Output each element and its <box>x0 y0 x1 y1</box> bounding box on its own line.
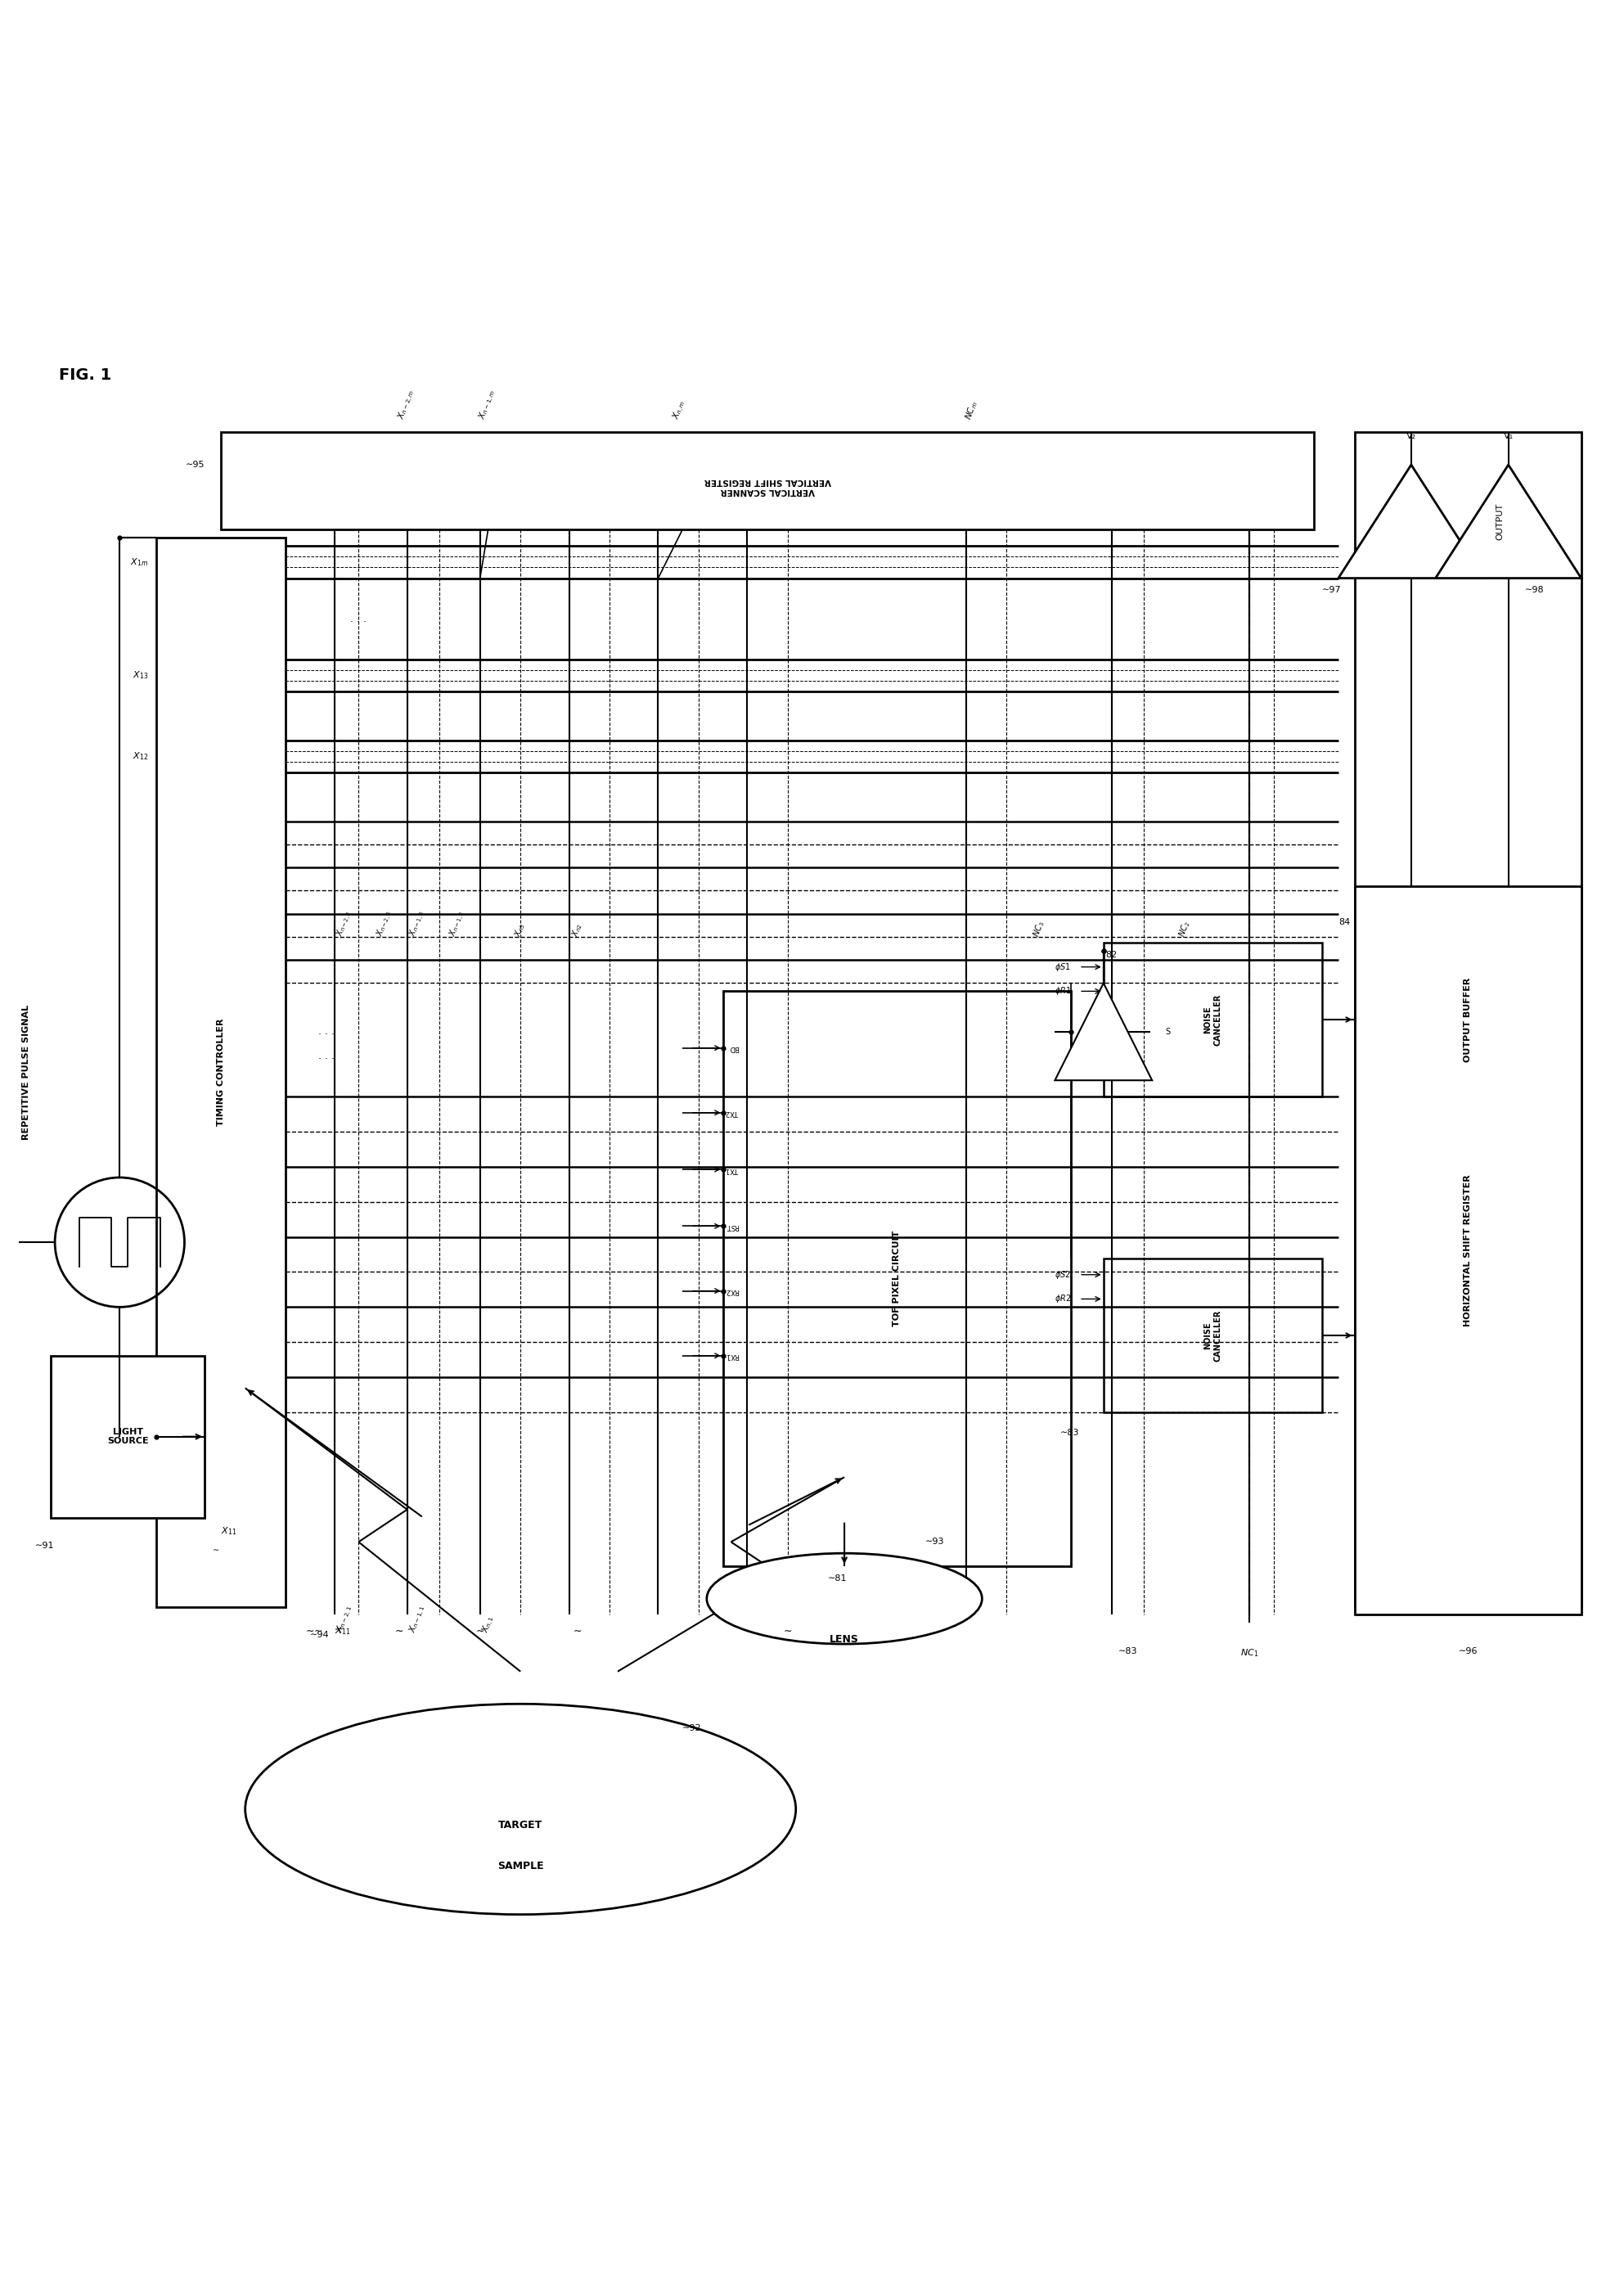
Text: OUTPUT BUFFER: OUTPUT BUFFER <box>1463 978 1471 1062</box>
Text: ∼81: ∼81 <box>828 1574 848 1583</box>
Polygon shape <box>1436 464 1582 578</box>
Text: ∼96: ∼96 <box>1458 1646 1478 1655</box>
Text: $X_{12}$: $X_{12}$ <box>132 750 148 762</box>
Text: $X_{11}$: $X_{11}$ <box>221 1526 237 1537</box>
Text: $\phi R2$: $\phi R2$ <box>1054 1294 1072 1305</box>
Text: NOISE
CANCELLER: NOISE CANCELLER <box>1203 994 1221 1046</box>
Bar <box>1354 432 1582 1608</box>
Text: $X_{n-1,2}$: $X_{n-1,2}$ <box>448 910 468 939</box>
Text: . . .: . . . <box>351 614 367 623</box>
Text: TX1: TX1 <box>726 1167 739 1173</box>
Text: ∼91: ∼91 <box>34 1542 54 1551</box>
Text: ∼94: ∼94 <box>310 1630 330 1640</box>
Text: TARGET: TARGET <box>499 1819 542 1831</box>
Text: TIMING CONTROLLER: TIMING CONTROLLER <box>218 1019 226 1126</box>
Ellipse shape <box>245 1703 796 1915</box>
Text: LIGHT
SOURCE: LIGHT SOURCE <box>107 1428 148 1446</box>
Text: $X_{n,m}$: $X_{n,m}$ <box>671 398 689 421</box>
Text: TOF PIXEL CIRCUIT: TOF PIXEL CIRCUIT <box>893 1230 901 1326</box>
Text: 82: 82 <box>1106 951 1117 960</box>
Text: LENS: LENS <box>830 1633 859 1644</box>
Text: HORIZONTAL SHIFT REGISTER: HORIZONTAL SHIFT REGISTER <box>1463 1173 1471 1326</box>
Text: $X_{1m}$: $X_{1m}$ <box>130 557 148 568</box>
Text: V₂: V₂ <box>1406 432 1416 441</box>
Text: $X_{n-2,2}$: $X_{n-2,2}$ <box>335 910 356 939</box>
Text: RX1: RX1 <box>726 1353 739 1360</box>
Text: ∼92: ∼92 <box>682 1724 702 1733</box>
Text: NOISE
CANCELLER: NOISE CANCELLER <box>1203 1310 1221 1362</box>
Text: ∼: ∼ <box>395 1626 403 1637</box>
Text: 84: 84 <box>1338 919 1350 926</box>
Text: $\phi S1$: $\phi S1$ <box>1056 962 1072 973</box>
Text: OUTPUT: OUTPUT <box>1496 503 1504 539</box>
Text: BD: BD <box>729 1044 739 1051</box>
Text: RX2: RX2 <box>726 1287 739 1294</box>
Ellipse shape <box>706 1553 983 1644</box>
Bar <box>723 991 1072 1567</box>
Text: $NC_1$: $NC_1$ <box>1241 1646 1259 1658</box>
Bar <box>156 537 286 1608</box>
Text: $X_{n-2,1}$: $X_{n-2,1}$ <box>335 1603 356 1635</box>
Text: TX2: TX2 <box>726 1110 739 1117</box>
Text: $X_{n-2,m}$: $X_{n-2,m}$ <box>396 387 417 421</box>
Text: ∼: ∼ <box>313 1626 322 1637</box>
Bar <box>1103 1258 1322 1412</box>
Text: $X_{n-2,3}$: $X_{n-2,3}$ <box>375 910 396 939</box>
Text: . . .: . . . <box>318 1026 335 1037</box>
Text: ∼93: ∼93 <box>926 1537 945 1546</box>
Text: S: S <box>1164 1028 1169 1037</box>
Text: $X_{n3}$: $X_{n3}$ <box>513 921 528 939</box>
Text: FIG. 1: FIG. 1 <box>58 368 112 384</box>
Text: ∼83: ∼83 <box>1119 1646 1137 1655</box>
Text: $NC_m$: $NC_m$ <box>963 400 981 421</box>
Text: ∼83: ∼83 <box>1060 1428 1080 1437</box>
Text: $X_{n-1,m}$: $X_{n-1,m}$ <box>476 387 499 421</box>
Text: REPETITIVE PULSE SIGNAL: REPETITIVE PULSE SIGNAL <box>23 1005 31 1139</box>
Text: ∼: ∼ <box>305 1626 315 1637</box>
Text: $X_{n-1,3}$: $X_{n-1,3}$ <box>408 910 429 939</box>
Polygon shape <box>1056 982 1151 1080</box>
Text: SAMPLE: SAMPLE <box>497 1860 544 1872</box>
Text: ∼: ∼ <box>783 1626 793 1637</box>
Text: ∼95: ∼95 <box>185 462 205 468</box>
Text: RST: RST <box>726 1223 739 1230</box>
Text: $X_{11}$: $X_{11}$ <box>335 1626 351 1637</box>
Text: ∼: ∼ <box>476 1626 484 1637</box>
Text: . . .: . . . <box>318 1051 335 1062</box>
Text: $X_{13}$: $X_{13}$ <box>132 671 148 680</box>
Text: ∼98: ∼98 <box>1525 587 1544 594</box>
Text: $\phi R1$: $\phi R1$ <box>1054 985 1072 996</box>
Text: $X_{n-1,1}$: $X_{n-1,1}$ <box>408 1603 429 1635</box>
Text: ∼: ∼ <box>573 1626 581 1637</box>
Text: $NC_2$: $NC_2$ <box>1176 919 1192 939</box>
Text: ∼: ∼ <box>213 1546 219 1553</box>
Polygon shape <box>1338 464 1484 578</box>
Bar <box>1103 944 1322 1096</box>
Bar <box>1354 887 1582 1615</box>
Text: VERTICAL SCANNER
VERTICAL SHIFT REGISTER: VERTICAL SCANNER VERTICAL SHIFT REGISTER <box>705 478 831 496</box>
Text: $X_{n2}$: $X_{n2}$ <box>568 921 585 939</box>
Bar <box>50 1355 205 1517</box>
Bar <box>221 432 1314 530</box>
Text: ∼97: ∼97 <box>1322 587 1341 594</box>
Text: $NC_3$: $NC_3$ <box>1031 919 1047 939</box>
Text: $X_{n,1}$: $X_{n,1}$ <box>481 1615 497 1635</box>
Text: $\phi S2$: $\phi S2$ <box>1056 1269 1072 1280</box>
Text: V₁: V₁ <box>1504 432 1514 441</box>
